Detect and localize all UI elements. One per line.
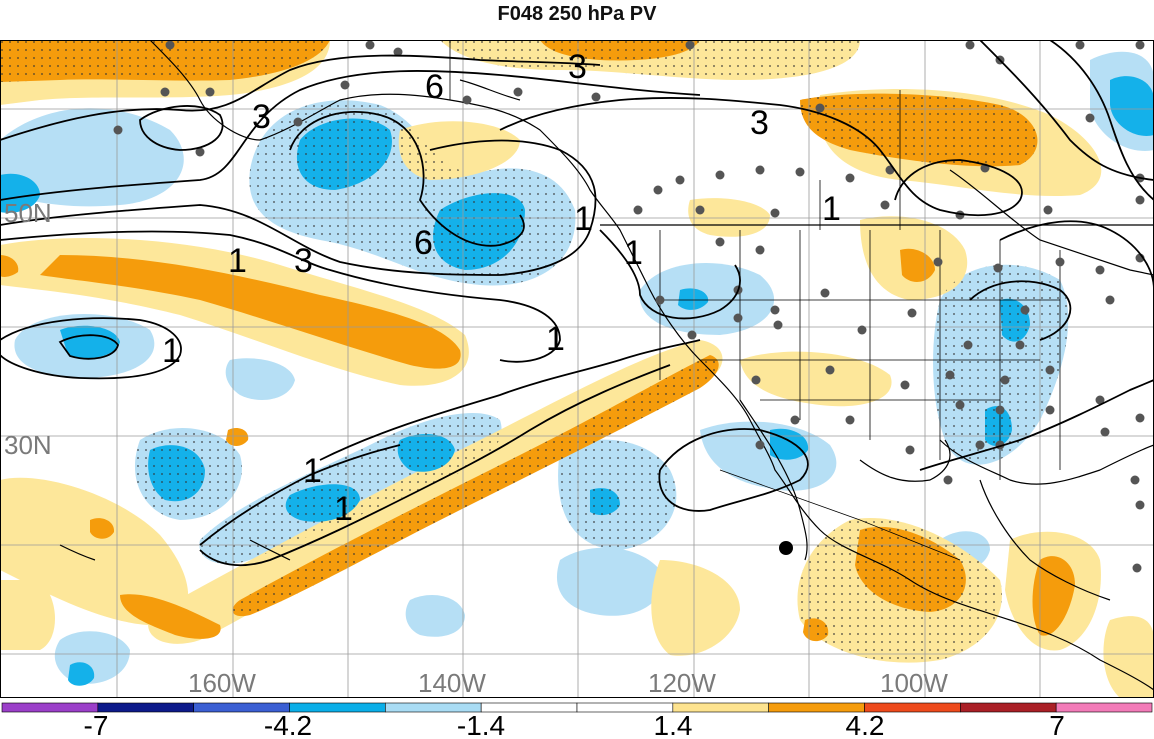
latitude-label: 50N	[4, 198, 52, 228]
longitude-label: 140W	[418, 668, 486, 698]
colorbar-labels: -7 -4.2 -1.4 1.4 4.2 7	[84, 710, 1065, 739]
contour-label: 1	[822, 190, 841, 228]
colorbar-segment	[960, 702, 1057, 713]
pv-contours	[0, 40, 1154, 567]
contour-label: 3	[750, 104, 769, 142]
map-title: F048 250 hPa PV	[497, 3, 657, 25]
coastlines-and-borders	[59, 40, 1154, 698]
contour-label: 3	[568, 48, 587, 86]
contour-label: 1	[303, 452, 322, 490]
contour-label: 6	[414, 224, 433, 262]
colorbar-tick-label: 7	[1049, 710, 1065, 739]
colorbar-tick-label: -4.2	[264, 710, 312, 739]
latitude-label: 30N	[4, 430, 52, 460]
longitude-label: 120W	[648, 668, 716, 698]
colorbar-tick-label: -1.4	[457, 710, 505, 739]
contour-label: 1	[162, 332, 181, 370]
longitude-label: 160W	[188, 668, 256, 698]
contour-label: 1	[334, 490, 353, 528]
colorbar-tick-label: 4.2	[846, 710, 885, 739]
colorbar	[1, 702, 1153, 713]
contour-label: 6	[425, 68, 444, 106]
contour-label: 3	[294, 242, 313, 280]
colorbar-segment	[1055, 702, 1153, 713]
contour-label: 1	[228, 242, 247, 280]
contour-label: 1	[546, 320, 565, 358]
colorbar-tick-label: 1.4	[654, 710, 693, 739]
us-state-borders	[449, 40, 1061, 561]
contour-labels: 3 6 3 1 3 6 3 1 1 1 1 1 1 1	[162, 48, 841, 528]
axis-labels: 160W 140W 120W 100W 50N 30N	[4, 198, 948, 698]
highlight-station-dot	[779, 541, 793, 555]
colorbar-tick-label: -7	[84, 710, 109, 739]
contour-label: 3	[252, 98, 271, 136]
colorbar-segment	[97, 702, 194, 713]
significance-stippling	[0, 40, 1069, 663]
contour-label: 1	[624, 234, 643, 272]
contour-label: 1	[574, 200, 593, 238]
longitude-label: 100W	[880, 668, 948, 698]
